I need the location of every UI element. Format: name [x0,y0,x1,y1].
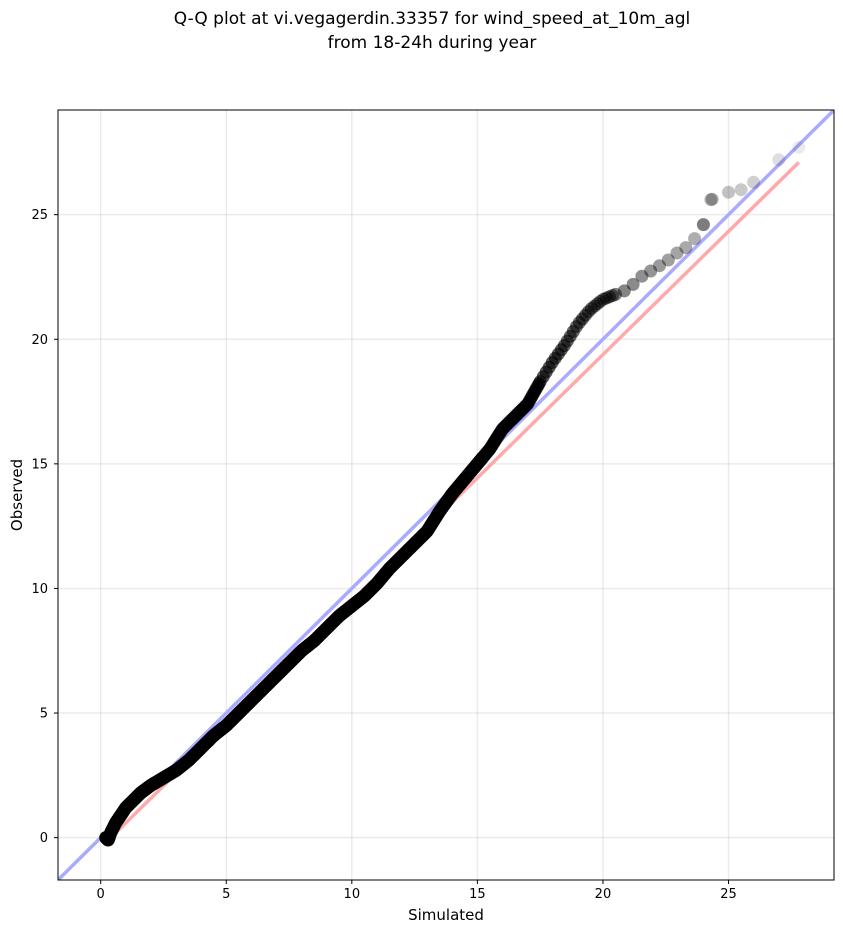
quantile-point [688,232,702,246]
quantile-point [644,264,658,278]
quantile-point [653,259,666,273]
x-tick-label: 5 [222,887,230,902]
x-tick-label: 20 [595,887,612,902]
quantile-points [99,140,806,847]
y-tick-label: 20 [31,333,48,348]
quantile-point [696,218,710,232]
quantile-point [617,284,631,298]
quantile-point [772,153,786,167]
x-tick-label: 0 [97,887,105,902]
x-tick-label: 15 [469,887,486,902]
quantile-point [704,193,718,207]
y-axis-label: Observed [8,459,26,531]
chart-title-line-2: from 18-24h during year [328,33,537,53]
quantile-point [747,175,761,189]
quantile-point [792,140,806,154]
y-tick-label: 15 [31,457,48,472]
chart-title-line-1: Q-Q plot at vi.vegagerdin.33357 for wind… [174,9,690,29]
quantile-point [626,277,640,291]
quantile-point [734,183,748,197]
y-tick-label: 10 [31,582,48,597]
quantile-point [635,269,649,283]
quantile-point [609,287,622,301]
x-tick-label: 25 [720,887,737,902]
y-tick-label: 25 [31,208,48,223]
y-tick-label: 0 [40,831,48,846]
quantile-point [696,218,710,232]
axis-ticks: 0 5 10 15 20 25 0 5 10 15 20 25 [31,208,736,902]
quantile-point [661,253,675,267]
x-tick-label: 10 [344,887,361,902]
quantile-point [722,185,735,199]
quantile-point [670,246,684,260]
plot-frame [57,109,835,881]
x-axis-label: Simulated [408,906,484,924]
quantile-point [606,289,619,303]
quantile-point [679,241,693,255]
quantile-point [705,192,719,206]
y-tick-label: 5 [40,707,48,722]
grid-lines [58,110,834,880]
